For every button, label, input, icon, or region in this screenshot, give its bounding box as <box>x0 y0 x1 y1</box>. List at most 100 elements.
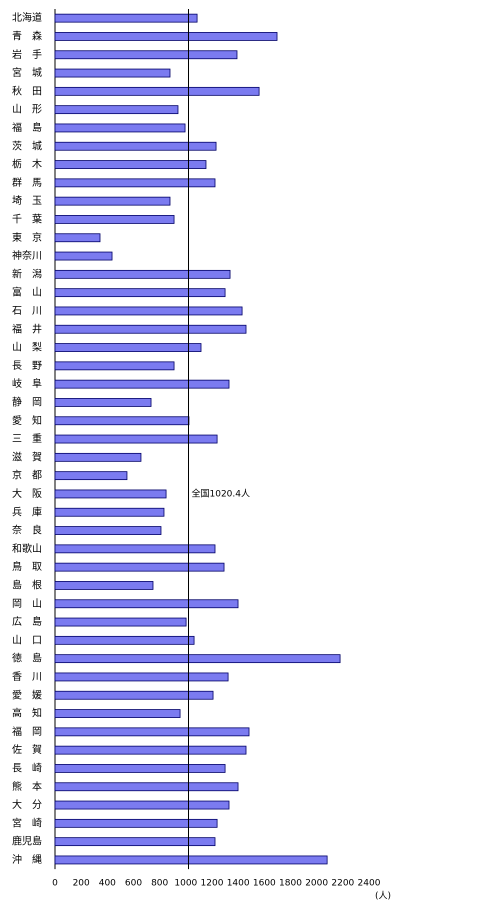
y-tick-label: 群 馬 <box>12 176 42 189</box>
y-tick-label: 富 山 <box>12 286 42 299</box>
y-tick-label: 山 形 <box>12 104 42 116</box>
bar <box>54 178 216 188</box>
y-tick-label: 香 川 <box>12 671 42 683</box>
x-tick-label: 400 <box>99 879 116 889</box>
y-tick-label: 新 潟 <box>12 267 42 280</box>
x-tick-label: 1800 <box>279 879 302 889</box>
bar <box>54 105 179 115</box>
reference-label: 全国1020.4人 <box>192 487 251 499</box>
x-tick-label: 600 <box>125 879 142 889</box>
bar <box>54 196 171 206</box>
bar <box>54 452 142 462</box>
bar <box>54 416 190 426</box>
y-tick-label: 京 都 <box>12 469 42 482</box>
bar <box>54 837 216 847</box>
bar <box>54 324 247 334</box>
y-tick-label: 秋 田 <box>12 84 42 97</box>
x-tick-label: 2400 <box>358 879 381 889</box>
bar <box>54 599 239 609</box>
bar <box>54 764 226 773</box>
bar <box>54 434 218 444</box>
y-tick-label: 宮 崎 <box>12 816 42 829</box>
bar <box>54 32 278 41</box>
y-tick-label: 静 岡 <box>12 395 42 408</box>
bar <box>54 745 247 755</box>
bar <box>54 233 101 243</box>
bar <box>54 709 181 718</box>
y-tick-label: 青 森 <box>12 29 42 42</box>
y-tick-label: 千 葉 <box>12 212 42 225</box>
y-tick-label: 兵 庫 <box>12 505 42 518</box>
x-tick-label: 1200 <box>201 879 224 889</box>
y-tick-label: 大 分 <box>12 798 42 811</box>
bar <box>54 581 154 590</box>
y-tick-label: 宮 城 <box>12 66 42 79</box>
bar <box>54 123 186 133</box>
y-tick-label: 茨 城 <box>12 139 42 152</box>
y-tick-label: 埼 玉 <box>12 194 42 207</box>
y-tick-label: 三 重 <box>12 432 42 445</box>
bar <box>54 251 113 261</box>
x-tick-label: 1400 <box>227 879 250 889</box>
bar <box>54 507 165 517</box>
bar <box>54 855 328 865</box>
bar <box>54 361 175 371</box>
bar <box>54 672 229 682</box>
bar <box>54 544 216 554</box>
bar <box>54 635 195 645</box>
y-tick-label: 福 井 <box>12 322 42 335</box>
y-tick-label: 島 根 <box>12 578 42 591</box>
y-tick-label: 大 阪 <box>12 487 42 500</box>
bar <box>54 800 230 810</box>
y-tick-label: 福 島 <box>12 121 42 134</box>
y-tick-label: 北海道 <box>12 11 42 24</box>
bar <box>54 269 231 279</box>
x-tick-label: 1600 <box>253 879 276 889</box>
x-tick-label: 1000 <box>174 879 197 889</box>
x-tick-label: 800 <box>151 879 168 889</box>
y-tick-label: 愛 媛 <box>12 688 42 701</box>
bar <box>54 160 207 169</box>
bar <box>54 617 187 627</box>
x-tick-label: 2200 <box>331 879 354 889</box>
bar <box>54 306 243 316</box>
y-tick-label: 山 梨 <box>12 341 42 354</box>
y-tick-label: 栃 木 <box>12 158 42 171</box>
y-tick-label: 佐 賀 <box>12 744 42 756</box>
y-tick-label: 石 川 <box>12 306 42 317</box>
bar <box>54 471 128 481</box>
x-tick-label: 0 <box>52 879 58 889</box>
y-tick-label: 熊 本 <box>12 780 42 793</box>
y-tick-label: 岩 手 <box>12 48 42 61</box>
y-tick-label: 鹿児島 <box>12 835 42 848</box>
bar <box>54 398 152 407</box>
y-tick-label: 奈 良 <box>12 524 42 537</box>
y-tick-label: 山 口 <box>12 634 42 646</box>
y-tick-label: 高 知 <box>12 707 42 720</box>
bar <box>54 654 341 664</box>
y-tick-label: 岡 山 <box>12 598 42 610</box>
y-tick-label: 和歌山 <box>12 542 42 555</box>
y-tick-label: 徳 島 <box>12 652 42 665</box>
y-tick-label: 長 崎 <box>12 761 42 774</box>
bar <box>54 727 250 737</box>
bar <box>54 489 167 499</box>
bar <box>54 68 171 78</box>
bar <box>54 526 162 535</box>
bar <box>54 818 218 828</box>
bar <box>54 141 217 151</box>
bar <box>54 50 238 60</box>
x-tick-label: 200 <box>73 879 90 889</box>
y-tick-label: 長 野 <box>12 360 42 372</box>
bar <box>54 562 225 572</box>
bar <box>54 215 175 224</box>
y-tick-label: 岐 阜 <box>12 377 42 390</box>
y-tick-label: 愛 知 <box>12 414 42 427</box>
y-tick-label: 沖 縄 <box>12 853 42 866</box>
bar <box>54 782 239 792</box>
y-tick-label: 東 京 <box>12 231 42 244</box>
y-tick-label: 鳥 取 <box>12 560 42 573</box>
y-tick-label: 広 島 <box>12 615 42 628</box>
bar <box>54 379 230 389</box>
